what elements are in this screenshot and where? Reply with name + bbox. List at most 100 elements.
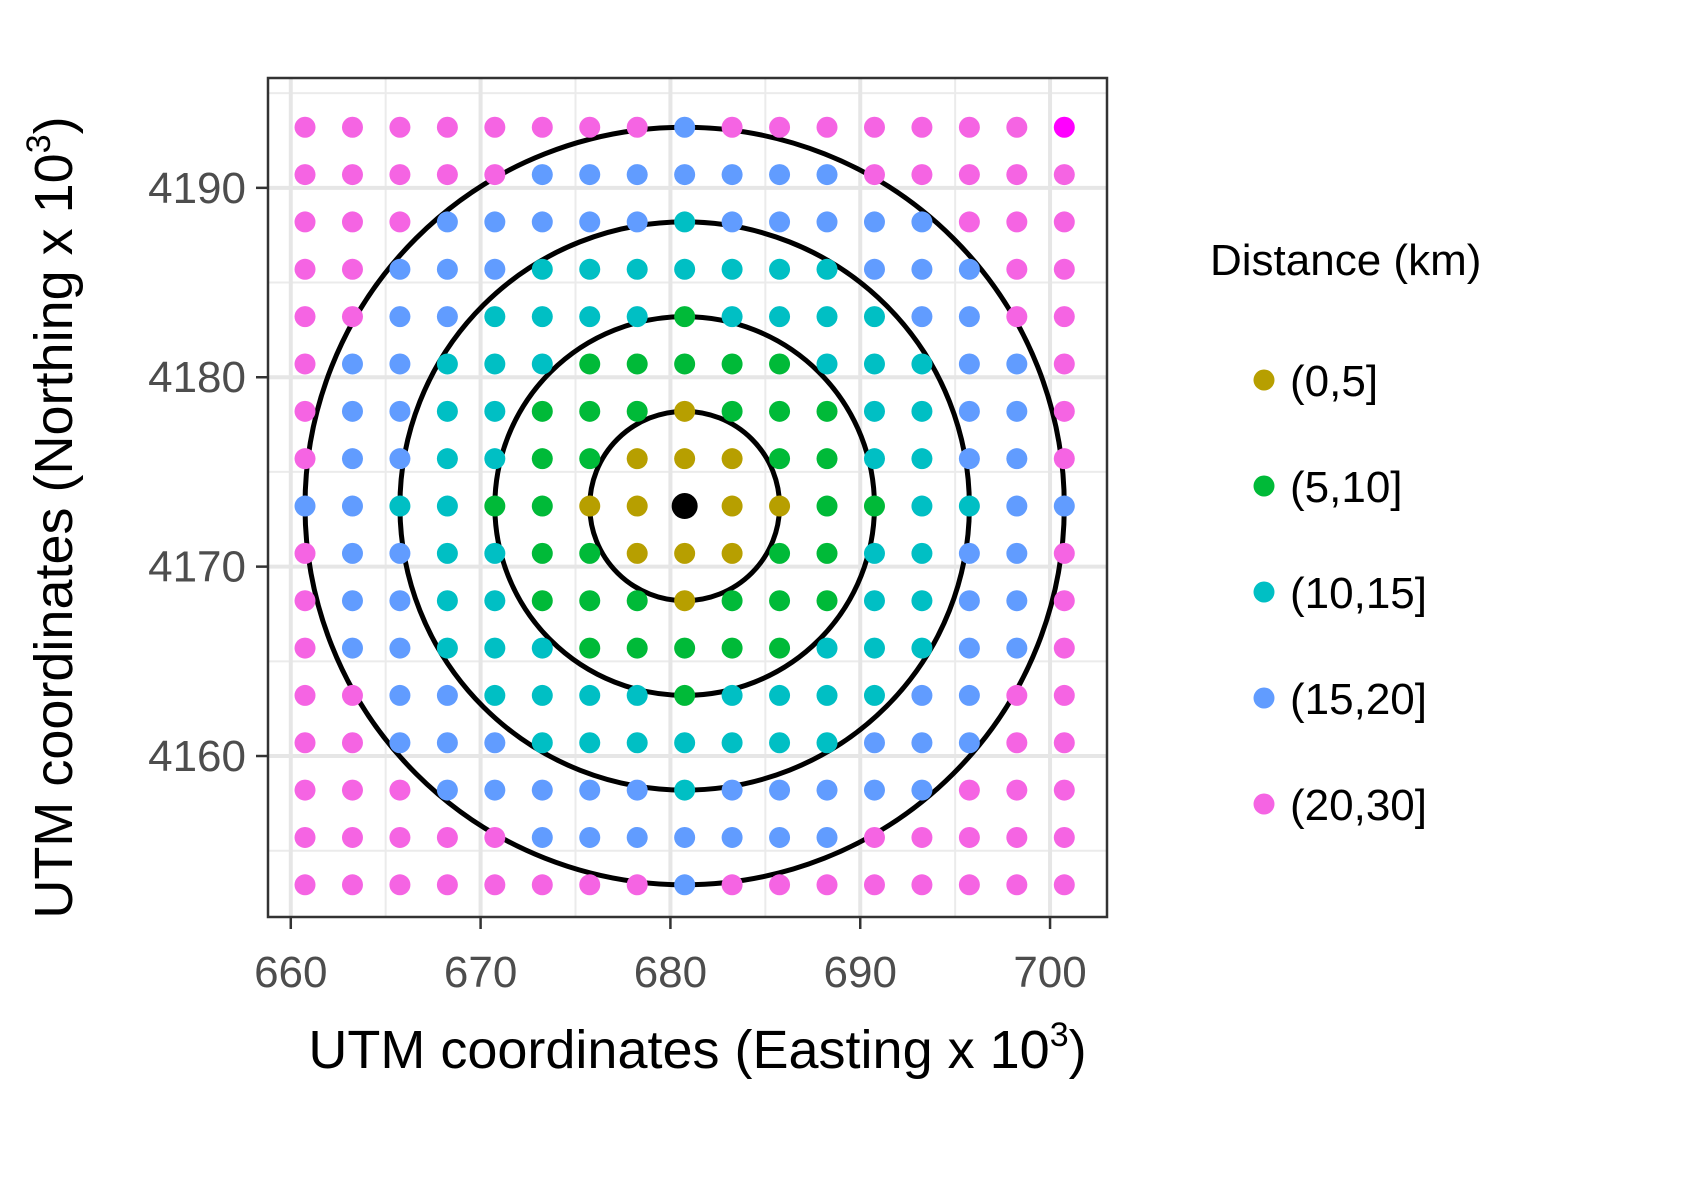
axes: 660 670 680 690 700 4160 4170 4180 4190 (148, 164, 1087, 997)
data-point (389, 637, 411, 659)
data-point (531, 211, 553, 233)
data-point (1053, 637, 1075, 659)
data-point (911, 306, 933, 328)
data-points (294, 116, 1075, 896)
data-point (579, 116, 601, 138)
data-point (1006, 164, 1028, 186)
data-point (294, 826, 316, 848)
data-point (436, 306, 458, 328)
data-point (531, 826, 553, 848)
y-axis-title: UTM coordinates (Northing x 103) (20, 116, 84, 918)
data-point (294, 495, 316, 517)
data-point (626, 353, 648, 375)
data-point (1053, 448, 1075, 470)
data-point (579, 400, 601, 422)
data-point (911, 826, 933, 848)
legend: Distance (km) (0,5] (5,10] (10,15] (15,20] (… (1210, 236, 1481, 830)
data-point (816, 211, 838, 233)
data-point (674, 732, 696, 754)
y-tick-label: 4180 (148, 353, 246, 402)
data-point (1006, 779, 1028, 801)
data-point (674, 779, 696, 801)
data-point (294, 732, 316, 754)
data-point (721, 353, 743, 375)
data-point (674, 164, 696, 186)
data-point (389, 684, 411, 706)
data-point (958, 400, 980, 422)
data-point (674, 258, 696, 280)
data-point (1006, 684, 1028, 706)
data-point (1006, 211, 1028, 233)
data-point (816, 590, 838, 612)
data-point (626, 448, 648, 470)
data-point (389, 164, 411, 186)
data-point (341, 874, 363, 896)
legend-key (1253, 581, 1275, 603)
data-point (721, 448, 743, 470)
data-point (294, 637, 316, 659)
data-point (531, 495, 553, 517)
data-point (816, 684, 838, 706)
data-point (579, 353, 601, 375)
data-point (484, 306, 506, 328)
data-point (389, 779, 411, 801)
data-point (769, 732, 791, 754)
legend-label: (5,10] (1290, 463, 1403, 512)
data-point (769, 164, 791, 186)
data-point (626, 116, 648, 138)
data-point (341, 542, 363, 564)
data-point (816, 400, 838, 422)
data-point (911, 400, 933, 422)
data-point (863, 826, 885, 848)
data-point (721, 306, 743, 328)
data-point (958, 732, 980, 754)
data-point (674, 353, 696, 375)
plot-panel-border (266, 76, 1109, 919)
y-tick-label: 4160 (148, 732, 246, 781)
data-point (531, 164, 553, 186)
data-point (769, 874, 791, 896)
data-point (484, 826, 506, 848)
data-point (911, 495, 933, 517)
data-point (341, 353, 363, 375)
data-point (484, 732, 506, 754)
data-point (436, 874, 458, 896)
x-axis-title: UTM coordinates (Easting x 103) (308, 1016, 1086, 1080)
data-point (816, 874, 838, 896)
data-point (721, 400, 743, 422)
data-point (863, 211, 885, 233)
data-point (674, 306, 696, 328)
data-point (1006, 258, 1028, 280)
data-point (769, 637, 791, 659)
data-point (531, 590, 553, 612)
data-point (769, 116, 791, 138)
data-point (484, 353, 506, 375)
x-tick-label: 700 (1013, 948, 1086, 997)
y-tick-label: 4170 (148, 543, 246, 592)
data-point (911, 779, 933, 801)
data-point (721, 637, 743, 659)
data-point (816, 779, 838, 801)
data-point (721, 164, 743, 186)
data-point (626, 590, 648, 612)
legend-key (1253, 687, 1275, 709)
data-point (816, 542, 838, 564)
data-point (484, 684, 506, 706)
data-point (816, 164, 838, 186)
data-point (579, 448, 601, 470)
data-point (436, 211, 458, 233)
data-point (436, 353, 458, 375)
data-point (484, 874, 506, 896)
data-point (626, 211, 648, 233)
data-point (721, 116, 743, 138)
data-point (1053, 116, 1075, 138)
data-point (389, 542, 411, 564)
data-point (721, 874, 743, 896)
data-point (626, 874, 648, 896)
data-point (579, 637, 601, 659)
data-point (436, 590, 458, 612)
data-point (626, 637, 648, 659)
data-point (341, 637, 363, 659)
data-point (341, 590, 363, 612)
